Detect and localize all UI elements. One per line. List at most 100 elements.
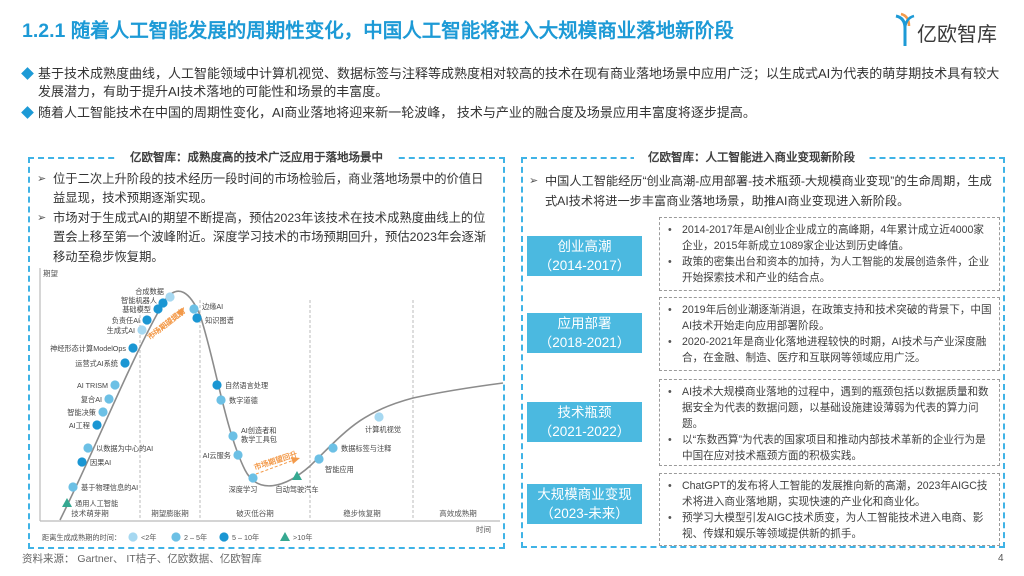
tech-marker (68, 482, 78, 492)
stage-detail-item: ChatGPT的发布将人工智能的发展推向新的高潮，2023年AIGC技术将进入商… (668, 478, 993, 510)
tech-marker (92, 420, 102, 430)
summary-bullet: 随着人工智能技术在中国的周期性变化，AI商业落地将迎来新一轮波峰， 技术与产业的… (21, 104, 1012, 122)
left-point: ➢ 位于二次上升阶段的技术经历一段时间的市场检验后，商业落地场景中的价值日益显现，… (37, 170, 487, 209)
stage-name: 应用部署 (557, 316, 612, 331)
tech-label: 基于物理信息的AI (81, 483, 138, 492)
tech-marker (328, 443, 338, 453)
tech-label: AI TRISM (77, 381, 108, 390)
legend-title: 距离生成成熟期的时间： (42, 533, 121, 542)
tech-label: 因果AI (90, 458, 111, 467)
tech-label: 基础模型 (122, 305, 151, 314)
arrow-bullet-icon: ➢ (37, 211, 47, 224)
page-title: 1.2.1 随着人工智能发展的周期性变化，中国人工智能将进入大规模商业落地新阶段 (22, 20, 734, 42)
legend-marker (171, 532, 181, 542)
tech-label: 以数据为中心的AI (96, 444, 153, 453)
stage-detail-item: 预学习大模型引发AIGC技术质变，为人工智能技术进入电商、影视、传媒和娱乐等领域… (668, 510, 993, 542)
bullet-text: 随着人工智能技术在中国的周期性变化，AI商业落地将迎来新一轮波峰， 技术与产业的… (38, 105, 756, 120)
logo-text: 亿欧智库 (917, 24, 997, 46)
tech-label: 通用人工智能 (75, 499, 118, 508)
legend-label: >10年 (293, 533, 312, 542)
tech-marker (77, 457, 87, 467)
stage-details: 2019年后创业潮逐渐消退，在政策支持和技术突破的背景下，中国AI技术开始走向应… (659, 297, 1000, 371)
right-panel: 亿欧智库：人工智能进入商业变现新阶段 ➢ 中国人工智能经历“创业高潮-应用部署-技… (521, 149, 1005, 548)
tech-label: 智能机器人 (121, 296, 157, 305)
left-point-text: 位于二次上升阶段的技术经历一段时间的市场检验后，商业落地场景中的价值日益显现，技… (53, 172, 484, 206)
stage-detail-item: AI技术大规模商业落地的过程中，遇到的瓶颈包括以数据质量和数据安全为代表的数据问… (668, 384, 993, 432)
stage-name: 技术瓶颈 (557, 405, 612, 420)
tech-label: AI创造者和 (241, 426, 277, 435)
tech-label: 运营式AI系统 (75, 359, 118, 368)
stage-box: 技术瓶颈 （2021-2022） (527, 402, 642, 442)
arrow-bullet-icon: ➢ (37, 173, 47, 185)
tech-label: 神经形态计算ModelOps (50, 344, 126, 353)
stage-detail-item: 政策的密集出台和资本的加持，为人工智能的发展创造条件，企业开始探索技术和产业的结… (668, 254, 993, 286)
right-intro-text: 中国人工智能经历“创业高潮-应用部署-技术瓶颈-大规模商业变现”的生命周期，生成… (545, 174, 992, 208)
left-point-text: 市场对于生成式AI的期望不断提高，预估2023年该技术在技术成熟度曲线上的位置会… (53, 210, 487, 264)
tech-marker (233, 450, 243, 460)
bullet-text: 基于技术成熟度曲线，人工智能领域中计算机视觉、数据标签与注释等成熟度相对较高的技… (38, 66, 1000, 99)
logo-mark-icon (895, 12, 915, 46)
arrow-expectation-recover: 市场期望回升 (253, 448, 300, 475)
tech-label: 计算机视觉 (365, 425, 401, 434)
tech-label: 教学工具包 (241, 435, 277, 444)
legend-label: 2 – 5年 (184, 533, 207, 542)
tech-marker (216, 395, 226, 405)
tech-marker (120, 358, 130, 368)
page-number: 4 (998, 553, 1004, 564)
source-note: 资料来源： Gartner、 IT桔子、亿欧数据、亿欧智库 (22, 553, 262, 565)
legend-marker (219, 532, 229, 542)
stage-detail-item: 2014-2017年是AI创业企业成立的高峰期，4年累计成立近4000家企业，2… (668, 222, 993, 254)
tech-marker-triangle (62, 498, 72, 507)
tech-label: 自动驾驶汽车 (275, 485, 318, 494)
stage-name: 创业高潮 (557, 239, 612, 254)
tech-label: 深度学习 (229, 485, 258, 494)
y-axis-label: 期望 (43, 268, 58, 278)
stage-detail-item: 以“东数西算”为代表的国家项目和推动内部技术革新的企业行为是中国在应对技术瓶颈方… (668, 432, 993, 464)
phase-label: 稳步恢复期 (343, 508, 381, 518)
tech-label: AI工程 (69, 421, 90, 430)
tech-label: 生成式AI (107, 326, 135, 335)
right-panel-title: 亿欧智库：人工智能进入商业变现新阶段 (634, 149, 869, 165)
tech-label: 复合AI (81, 395, 102, 404)
tech-label: 数字道德 (229, 396, 258, 405)
stage-name: 大规模商业变现 (537, 487, 632, 502)
dashed-arrow (148, 315, 181, 338)
tech-marker (142, 315, 152, 325)
right-intro: ➢ 中国人工智能经历“创业高潮-应用部署-技术瓶颈-大规模商业变现”的生命周期，生… (529, 172, 997, 211)
stage-details: 2014-2017年是AI创业企业成立的高峰期，4年累计成立近4000家企业，2… (659, 217, 1000, 291)
tech-marker (165, 292, 175, 302)
stage-period: （2021-2022） (538, 424, 631, 439)
stage-period: （2023-未来） (540, 506, 629, 521)
tech-marker (128, 343, 138, 353)
tech-marker (314, 454, 324, 464)
left-panel-title: 亿欧智库：成熟度高的技术广泛应用于落地场景中 (116, 149, 397, 165)
tech-label: 负责任AI (112, 316, 140, 325)
tech-marker (189, 304, 199, 314)
summary-bullet: 基于技术成熟度曲线，人工智能领域中计算机视觉、数据标签与注释等成熟度相对较高的技… (21, 65, 1012, 101)
phase-label: 高效成熟期 (439, 508, 477, 518)
arrowhead-icon (176, 307, 184, 316)
tech-label: 合成数据 (135, 287, 164, 296)
legend-marker-triangle (280, 532, 290, 541)
tech-label: 数据标签与注释 (341, 444, 391, 453)
left-point: ➢ 市场对于生成式AI的期望不断提高，预估2023年该技术在技术成熟度曲线上的位置… (37, 209, 487, 267)
tech-marker (104, 394, 114, 404)
dashed-arrow (255, 459, 295, 475)
phase-label: 技术萌芽期 (71, 508, 109, 518)
tech-marker (212, 380, 222, 390)
tech-label: 知识图谱 (205, 316, 234, 325)
stage-details: AI技术大规模商业落地的过程中，遇到的瓶颈包括以数据质量和数据安全为代表的数据问… (659, 379, 1000, 466)
left-panel: 亿欧智库：成熟度高的技术广泛应用于落地场景中 ➢ 位于二次上升阶段的技术经历一段时… (28, 149, 505, 549)
tech-marker (228, 431, 238, 441)
stage-box: 大规模商业变现 （2023-未来） (527, 484, 642, 524)
legend-marker (128, 532, 138, 542)
phase-label: 期望膨胀期 (151, 508, 189, 518)
arrow-bullet-icon: ➢ (529, 175, 539, 187)
arrowhead-icon (291, 457, 300, 464)
tech-label: 智能决策 (67, 408, 96, 417)
stage-period: （2018-2021） (538, 335, 631, 350)
tech-marker (83, 443, 93, 453)
phase-label: 破灭低谷期 (236, 508, 274, 518)
tech-label: 自然语言处理 (225, 381, 268, 390)
